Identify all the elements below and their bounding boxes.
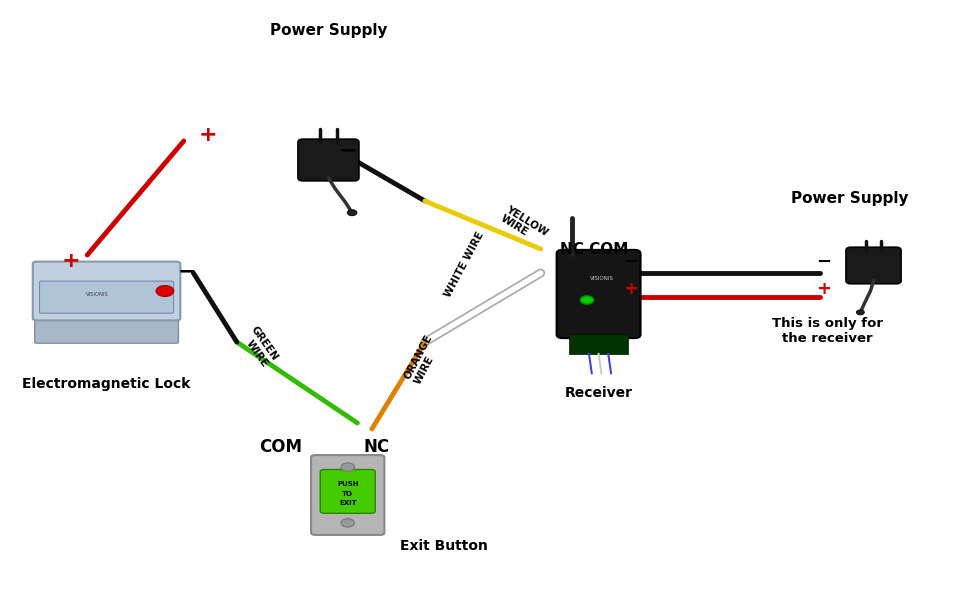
Text: VISIONIS: VISIONIS	[589, 277, 612, 281]
Circle shape	[579, 296, 593, 304]
Circle shape	[156, 286, 173, 296]
Text: +: +	[199, 125, 217, 145]
FancyBboxPatch shape	[320, 469, 375, 514]
Text: TO: TO	[342, 491, 353, 497]
FancyBboxPatch shape	[569, 334, 627, 354]
Text: WHITE WIRE: WHITE WIRE	[442, 230, 485, 299]
FancyBboxPatch shape	[845, 247, 900, 284]
FancyBboxPatch shape	[311, 455, 384, 535]
Text: NC: NC	[363, 438, 390, 456]
Text: PUSH: PUSH	[336, 481, 359, 487]
Text: GREEN
WIRE: GREEN WIRE	[238, 325, 279, 369]
Text: COM: COM	[259, 438, 301, 456]
Text: VISIONIS: VISIONIS	[85, 292, 109, 296]
Text: Power Supply: Power Supply	[790, 191, 907, 205]
FancyBboxPatch shape	[556, 250, 640, 338]
FancyBboxPatch shape	[40, 281, 173, 313]
Text: +: +	[815, 280, 830, 298]
FancyBboxPatch shape	[33, 262, 180, 320]
Text: ORANGE
WIRE: ORANGE WIRE	[402, 332, 445, 386]
Text: −: −	[338, 140, 357, 160]
Text: −: −	[177, 261, 196, 281]
FancyBboxPatch shape	[297, 139, 359, 181]
Text: YELLOW
WIRE: YELLOW WIRE	[498, 204, 549, 247]
Text: Power Supply: Power Supply	[269, 22, 387, 37]
Text: NC COM: NC COM	[559, 241, 628, 257]
FancyBboxPatch shape	[35, 317, 178, 343]
Text: This is only for
the receiver: This is only for the receiver	[771, 317, 882, 345]
Circle shape	[856, 310, 863, 315]
Text: EXIT: EXIT	[338, 500, 357, 506]
Text: Electromagnetic Lock: Electromagnetic Lock	[22, 377, 191, 391]
Circle shape	[347, 210, 357, 215]
Circle shape	[341, 463, 354, 472]
Text: Receiver: Receiver	[564, 386, 632, 400]
Text: +: +	[622, 280, 638, 298]
Text: −: −	[815, 253, 830, 271]
Text: +: +	[61, 251, 80, 271]
Text: −: −	[622, 253, 638, 271]
Circle shape	[341, 518, 354, 527]
Text: Exit Button: Exit Button	[400, 539, 487, 553]
